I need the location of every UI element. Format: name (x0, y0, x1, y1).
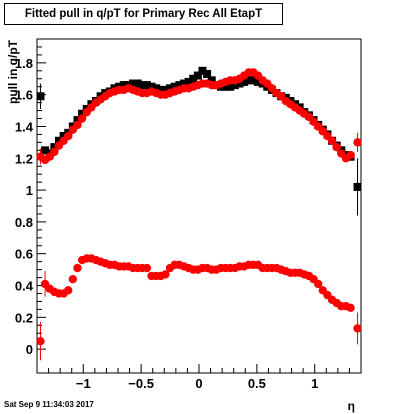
data-points (36, 66, 362, 346)
axis-ticks: 0 0.2 0.4 0.6 0.8 1 1.2 1.4 1.6 1.8 −1 −0.5 0 0.5 1 (15, 46, 362, 391)
data-point-circle (68, 274, 78, 284)
data-point-square (170, 82, 179, 91)
x-tick-label: −0.5 (128, 376, 154, 391)
y-tick-label: 0.2 (15, 310, 33, 325)
data-point-square (254, 77, 263, 86)
x-tick-label: −1 (76, 376, 91, 391)
plot-frame (36, 38, 362, 374)
x-tick-label: 0.5 (248, 376, 266, 391)
data-point-square (59, 132, 68, 141)
y-tick-label: 1.4 (15, 119, 34, 134)
y-tick-label: 0.6 (15, 247, 33, 262)
data-point-square (221, 82, 230, 91)
data-point-square (142, 81, 151, 90)
data-point-circle (36, 336, 45, 346)
data-point-circle (353, 138, 362, 147)
y-tick-label: 0 (26, 342, 33, 357)
data-point-circle (50, 147, 59, 157)
data-point-square (353, 182, 362, 191)
data-point-square (138, 81, 147, 90)
data-point-square (193, 71, 202, 80)
data-point-square (198, 66, 207, 75)
data-point-square (240, 77, 249, 86)
data-point-square (244, 76, 253, 85)
y-tick-label: 1 (26, 183, 33, 198)
data-point-square (147, 82, 156, 91)
data-point-square (249, 76, 258, 85)
data-point-circle (313, 279, 323, 289)
data-point-square (156, 85, 165, 94)
data-point-square (129, 79, 138, 88)
data-point-square (179, 79, 188, 88)
data-point-square (184, 77, 193, 86)
data-point-circle (64, 286, 73, 295)
chart-title: Fitted pull in q/pT for Primary Rec All … (24, 8, 263, 20)
data-point-circle (346, 150, 355, 160)
x-tick-label: 0 (195, 376, 202, 391)
data-point-circle (353, 324, 362, 333)
y-tick-label: 1.8 (15, 56, 33, 71)
data-point-square (50, 143, 59, 152)
data-point-square (166, 84, 175, 93)
title-box: Fitted pull in q/pT for Primary Rec All … (4, 3, 283, 25)
data-point-circle (64, 131, 73, 141)
data-point-square (54, 136, 63, 145)
data-point-circle (142, 263, 152, 273)
y-axis-label: pull in q/pT (6, 39, 20, 104)
data-point-circle (77, 114, 87, 123)
data-point-square (175, 81, 184, 90)
y-tick-label: 1.2 (15, 151, 33, 166)
data-point-square (133, 79, 142, 88)
data-point-circle (346, 303, 355, 312)
data-point-square (152, 84, 161, 93)
data-point-square (189, 74, 198, 83)
data-point-square (41, 146, 50, 155)
data-point-square (161, 85, 170, 94)
data-point-circle (332, 142, 341, 152)
timestamp-footer: Sat Sep 9 11:34:03 2017 (4, 400, 94, 409)
data-point-square (119, 81, 128, 90)
data-point-square (226, 82, 235, 91)
data-point-circle (73, 120, 82, 130)
y-tick-label: 0.4 (15, 279, 34, 294)
data-point-square (235, 79, 244, 88)
data-point-square (73, 116, 82, 125)
data-point-square (203, 69, 212, 78)
data-point-square (78, 109, 87, 118)
data-point-square (207, 76, 216, 85)
x-tick-label: 1 (311, 376, 318, 391)
data-point-circle (327, 136, 337, 145)
y-tick-label: 0.8 (15, 215, 33, 230)
data-point-circle (161, 270, 170, 279)
data-point-circle (73, 263, 82, 273)
data-point-square (230, 81, 239, 90)
x-axis-label: η (348, 399, 355, 413)
y-tick-label: 1.6 (15, 88, 33, 103)
data-point-square (36, 92, 45, 101)
